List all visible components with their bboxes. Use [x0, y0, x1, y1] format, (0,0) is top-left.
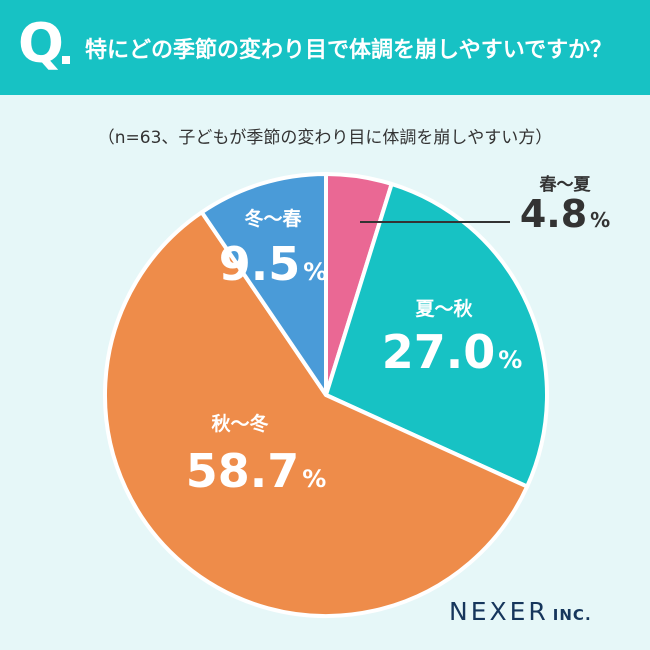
slice-value: 9.5%	[219, 237, 328, 291]
q-dot	[62, 56, 70, 64]
brand-suffix: INC.	[552, 606, 592, 624]
pie-slices	[103, 172, 549, 618]
chart-subtitle: （n=63、子どもが季節の変わり目に体調を崩しやすい方）	[97, 128, 553, 148]
brand-logo: NEXER INC.	[449, 597, 592, 626]
question-text: 特にどの季節の変わり目で体調を崩しやすいですか？	[85, 38, 613, 63]
slice-label: 春〜夏	[540, 174, 592, 195]
pie-slice-2	[324, 181, 549, 489]
pie-labels: 春〜夏4.8 % 夏〜秋 27.0 % 秋〜冬 58.7 % 冬〜春 9.5%	[186, 174, 610, 498]
slice-label: 冬〜春	[244, 207, 301, 230]
slice-value: 27.0%	[382, 325, 523, 379]
brand-name: NEXER	[449, 597, 549, 626]
slice-label: 夏〜秋	[415, 297, 473, 320]
pie-slice-4	[199, 172, 328, 397]
slice-value: 4.8%	[520, 192, 610, 236]
slice-value: 58.7%	[186, 444, 327, 498]
q-mark: Q	[18, 12, 64, 75]
slice-label: 秋〜冬	[211, 412, 268, 435]
pie-slice-3	[103, 210, 530, 618]
question-header: Q 特にどの季節の変わり目で体調を崩しやすいですか？	[0, 0, 650, 95]
